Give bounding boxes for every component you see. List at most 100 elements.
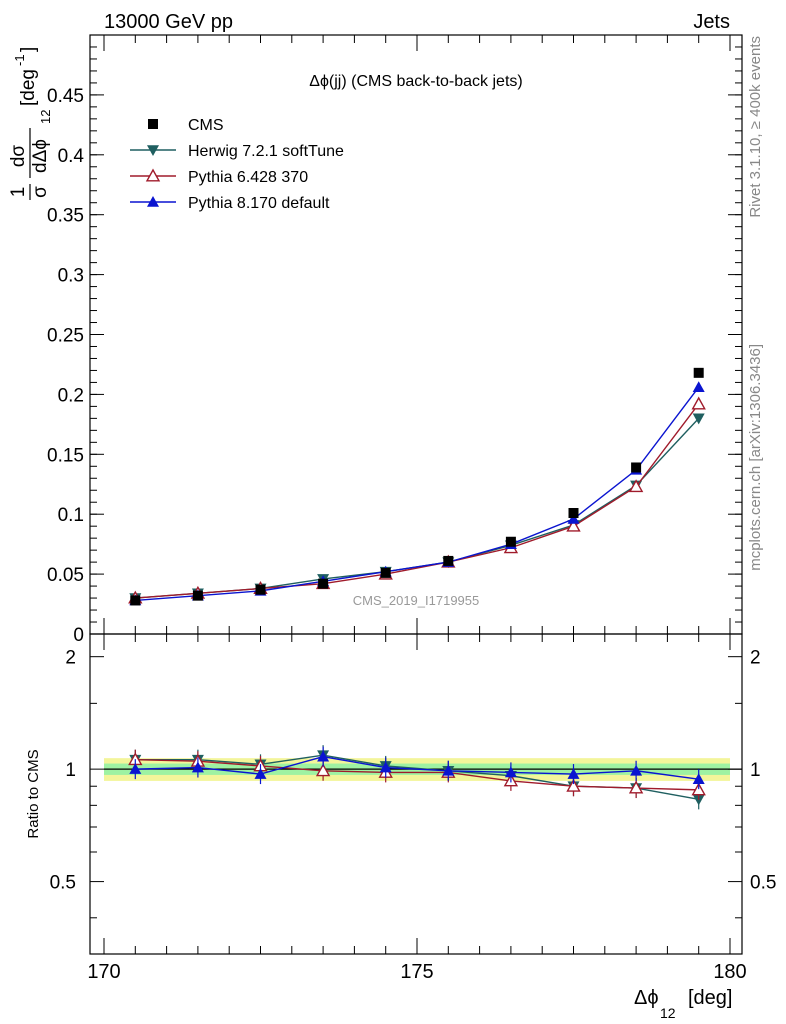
legend-item: Pythia 8.170 default <box>130 195 330 212</box>
ylabel-unit-close: ] <box>18 47 39 52</box>
legend-item: Herwig 7.2.1 softTune <box>130 143 344 160</box>
data-point <box>255 584 266 595</box>
data-point <box>318 578 329 589</box>
x-axis-label-unit: [deg] <box>688 987 732 1009</box>
main-y-axis-label: 1 σ dσ dΔϕ 12 [deg -1 ] <box>8 47 53 200</box>
main-y-tick-label: 0.1 <box>58 505 84 526</box>
series-cms <box>130 367 704 606</box>
ratio-y-tick-label: 2 <box>65 648 76 669</box>
data-point <box>566 518 581 532</box>
ylabel-frac-num: 1 <box>8 187 29 198</box>
legend-label: Pythia 8.170 default <box>188 195 330 212</box>
data-point <box>568 508 579 519</box>
main-x-axis-ticks <box>103 35 731 634</box>
main-y-tick-label: 0.35 <box>47 206 84 227</box>
ylabel-frac2-num: dσ <box>8 145 29 168</box>
series-line <box>135 386 700 602</box>
ratio-data-point <box>379 761 392 773</box>
ratio-data-point <box>129 763 142 774</box>
ratio-series-pythia-8-170-default <box>129 746 705 790</box>
ratio-data-point <box>442 764 455 776</box>
data-point <box>192 590 203 601</box>
header-jets-label: Jets <box>693 11 730 33</box>
ratio-x-axis: 170 175 180 <box>87 634 747 983</box>
ratio-y-tick-label-right: 0.5 <box>750 873 776 894</box>
analysis-watermark: CMS_2019_I1719955 <box>353 593 480 608</box>
main-y-tick-label: 0.4 <box>58 146 85 167</box>
main-series-group <box>128 367 706 606</box>
main-plot-panel: 0 0.05 0.1 0.15 0.2 0.25 0.3 0.35 0.4 0.45 Δϕ(jj)… <box>47 34 743 646</box>
ylabel-unit: [deg <box>18 69 39 106</box>
ratio-data-point <box>692 773 705 784</box>
main-y-tick-label: 0 <box>73 625 84 646</box>
legend-item: CMS <box>148 117 224 134</box>
ylabel-frac-den: σ <box>30 186 51 198</box>
series-line <box>135 403 700 599</box>
ratio-data-point <box>191 761 204 773</box>
ratio-series-line <box>135 755 699 780</box>
header-energy-label: 13000 GeV pp <box>104 11 233 33</box>
ratio-y-tick-label: 1 <box>65 760 76 781</box>
rivet-version-label: Rivet 3.1.10, ≥ 400k events <box>747 36 764 218</box>
legend-label: Pythia 6.428 370 <box>188 169 308 186</box>
main-y-tick-label: 0.2 <box>58 385 84 406</box>
legend-marker <box>147 196 159 207</box>
ylabel-unit-exp: -1 <box>12 54 27 66</box>
ratio-plot-frame <box>89 633 743 955</box>
series-pythia-8-170-default <box>129 381 705 606</box>
main-y-tick-label: 0.25 <box>47 326 84 347</box>
data-point <box>628 479 644 493</box>
data-point <box>505 536 516 547</box>
plot-title: Δϕ(jj) (CMS back-to-back jets) <box>309 73 522 90</box>
ylabel-frac2-den: dΔϕ <box>30 139 51 173</box>
data-point <box>692 413 705 425</box>
ratio-data-point <box>567 768 580 779</box>
data-point <box>692 381 705 393</box>
series-pythia-6-428-370 <box>128 396 706 604</box>
ratio-data-point <box>630 764 643 776</box>
data-point <box>691 396 706 410</box>
data-point <box>567 512 580 524</box>
legend-label: CMS <box>188 117 224 134</box>
data-point <box>443 555 454 566</box>
main-y-axis: 0 0.05 0.1 0.15 0.2 0.25 0.3 0.35 0.4 0.45 <box>47 46 742 646</box>
ratio-data-point <box>628 780 644 794</box>
x-tick-label: 175 <box>400 961 433 983</box>
x-axis-label-symbol: Δϕ <box>634 987 659 1009</box>
ratio-data-point <box>692 794 705 806</box>
x-tick-label: 170 <box>87 961 120 983</box>
ratio-y-tick-label-right: 2 <box>750 648 761 669</box>
ratio-y-tick-label: 0.5 <box>50 873 76 894</box>
data-point <box>693 367 704 378</box>
ratio-data-point <box>566 778 581 792</box>
ratio-data-point <box>691 782 706 796</box>
ratio-y-tick-label-right: 1 <box>750 760 761 781</box>
ratio-data-point <box>317 750 330 762</box>
main-y-tick-label: 0.15 <box>47 445 84 466</box>
ratio-data-point <box>504 766 517 778</box>
ratio-plot-panel: 0.5 0.5 1 1 2 2 170 175 180 <box>50 633 776 983</box>
main-y-tick-label: 0.3 <box>58 266 84 287</box>
ratio-series-line <box>135 758 699 791</box>
main-y-tick-label: 0.05 <box>47 565 84 586</box>
data-point <box>380 567 391 578</box>
series-line <box>135 417 700 599</box>
legend: CMS Herwig 7.2.1 softTune Pythia 6.428 370… <box>130 117 344 212</box>
series-herwig-7-2-1-softtune <box>129 413 705 605</box>
legend-marker <box>145 168 161 182</box>
mcplots-source-label: mcplots.cern.ch [arXiv:1306.3436] <box>747 344 764 571</box>
legend-label: Herwig 7.2.1 softTune <box>188 143 344 160</box>
main-y-tick-label: 0.45 <box>47 86 84 107</box>
ratio-data-point <box>254 768 267 779</box>
x-axis-label: Δϕ 12 [deg] <box>634 987 732 1021</box>
ratio-y-axis: 0.5 0.5 1 1 2 2 <box>50 648 776 919</box>
ylabel-sub: 12 <box>38 110 53 124</box>
legend-marker <box>147 145 159 156</box>
x-tick-label: 180 <box>713 961 746 983</box>
legend-item: Pythia 6.428 370 <box>130 168 308 186</box>
ratio-data-point <box>315 763 331 777</box>
ratio-y-axis-label: Ratio to CMS <box>25 749 42 838</box>
legend-marker <box>148 119 158 129</box>
data-point <box>631 462 642 473</box>
